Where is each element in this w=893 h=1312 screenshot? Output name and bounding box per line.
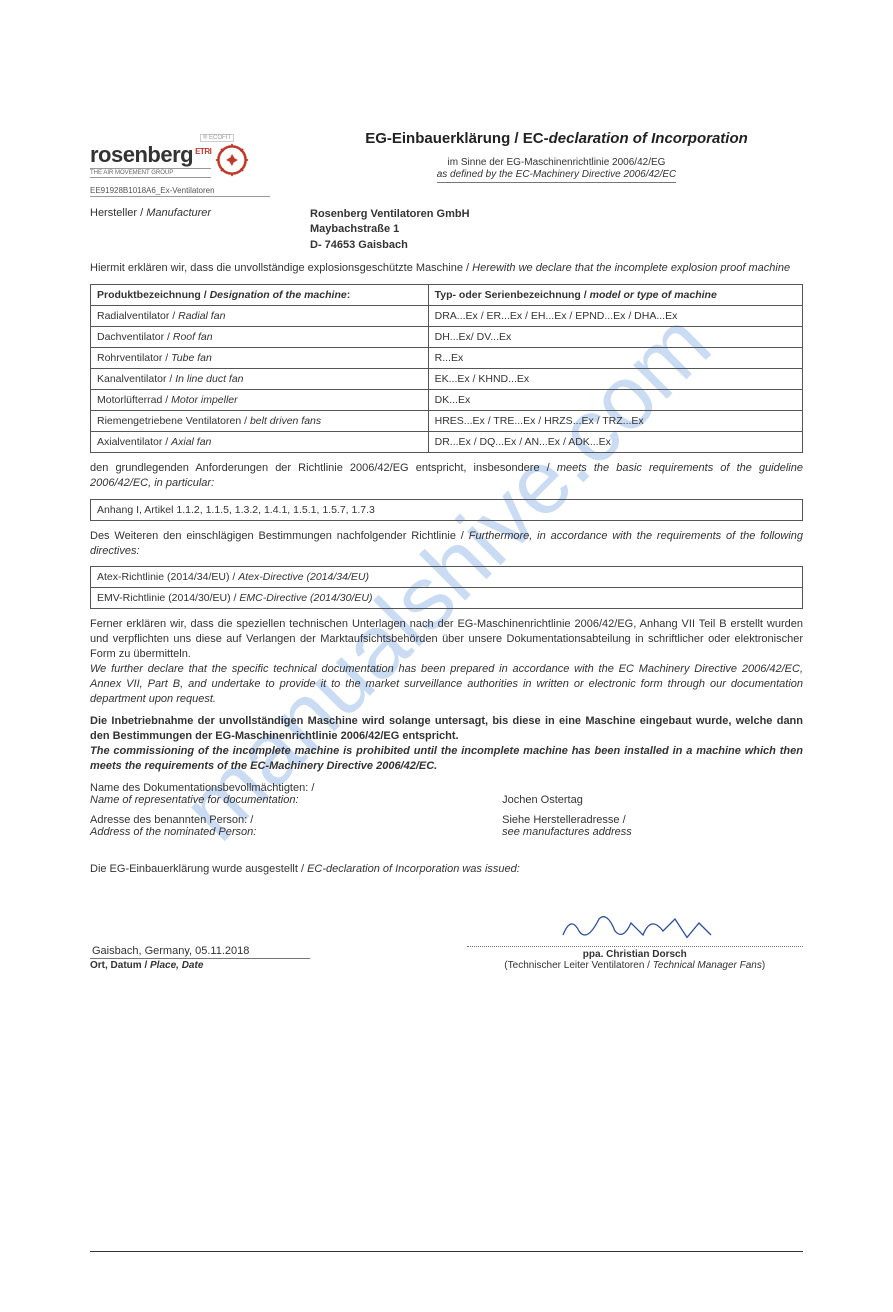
place-date-label-en: Place, Date: [150, 960, 203, 971]
gear-icon: [215, 143, 249, 177]
manufacturer-label-en: Manufacturer: [146, 207, 211, 219]
subtitle-de: im Sinne der EG-Maschinenrichtlinie 2006…: [310, 157, 803, 168]
addr-rep-val-de: Siehe Herstelleradresse /: [502, 814, 803, 826]
page-title: EG-Einbauerklärung / EC-declaration of I…: [310, 130, 803, 147]
doc-rep-label-de: Name des Dokumentationsbevollmächtigten:…: [90, 782, 482, 794]
manufacturer-address: Rosenberg Ventilatoren GmbH Maybachstraß…: [310, 207, 470, 253]
logo: rosenbergETRI THE AIR MOVEMENT GROUP: [90, 142, 270, 178]
logo-subline: THE AIR MOVEMENT GROUP: [90, 168, 211, 178]
place-date-value: Gaisbach, Germany, 05.11.2018: [90, 945, 310, 959]
doc-rep-label-en: Name of representative for documentation…: [90, 794, 482, 806]
requirements-text: den grundlegenden Anforderungen der Rich…: [90, 461, 803, 491]
title-block: EG-Einbauerklärung / EC-declaration of I…: [310, 130, 803, 183]
signatory-role-de: (Technischer Leiter Ventilatoren /: [504, 960, 652, 971]
table-row: Motorlüfterrad / Motor impellerDK...Ex: [91, 390, 803, 411]
addr-rep-row: Adresse des benannten Person: / Address …: [90, 814, 803, 838]
table-row: EMV-Richtlinie (2014/30/EU) / EMC-Direct…: [91, 588, 803, 609]
annex-cell: Anhang I, Artikel 1.1.2, 1.1.5, 1.3.2, 1…: [91, 499, 803, 520]
logo-block: ® ECOFIT rosenbergETRI THE AIR MOVEMENT …: [90, 130, 270, 197]
commissioning-para: Die Inbetriebnahme der unvollständigen M…: [90, 714, 803, 773]
table-row: Riemengetriebene Ventilatoren / belt dri…: [91, 411, 803, 432]
header: ® ECOFIT rosenbergETRI THE AIR MOVEMENT …: [90, 130, 803, 197]
place-date-label-de: Ort, Datum /: [90, 960, 150, 971]
logo-brand: rosenbergETRI: [90, 142, 211, 168]
furthermore-text: Des Weiteren den einschlägigen Bestimmun…: [90, 529, 803, 559]
table-header-left: Produktbezeichnung / Designation of the …: [91, 285, 429, 306]
addr-rep-label-en: Address of the nominated Person:: [90, 826, 482, 838]
signature-icon: [545, 907, 725, 947]
tech-docs-para: Ferner erklären wir, dass die speziellen…: [90, 617, 803, 706]
table-row: Dachventilator / Roof fanDH...Ex/ DV...E…: [91, 327, 803, 348]
addr-rep-label-de: Adresse des benannten Person: /: [90, 814, 482, 826]
manufacturer-row: Hersteller / Manufacturer Rosenberg Vent…: [90, 207, 803, 253]
directives-table: Atex-Richtlinie (2014/34/EU) / Atex-Dire…: [90, 566, 803, 609]
signatory-name: ppa. Christian Dorsch: [583, 949, 687, 960]
doc-reference: EE91928B1018A6_Ex-Ventilatoren: [90, 186, 270, 197]
signatory-role-en: Technical Manager Fans: [653, 960, 762, 971]
subtitle-en: as defined by the EC-Machinery Directive…: [437, 169, 677, 183]
table-row: Kanalventilator / In line duct fanEK...E…: [91, 369, 803, 390]
table-row: Rohrventilator / Tube fanR...Ex: [91, 348, 803, 369]
annex-table: Anhang I, Artikel 1.1.2, 1.1.5, 1.3.2, 1…: [90, 499, 803, 521]
table-row: Axialventilator / Axial fanDR...Ex / DQ.…: [91, 432, 803, 453]
product-table: Produktbezeichnung / Designation of the …: [90, 284, 803, 453]
addr-rep-val-en: see manufactures address: [502, 826, 803, 838]
signature-row: Gaisbach, Germany, 05.11.2018 Ort, Datum…: [90, 907, 803, 971]
footer-rule: [90, 1251, 803, 1252]
table-header-right: Typ- oder Serienbezeichnung / model or t…: [428, 285, 802, 306]
manufacturer-label-de: Hersteller /: [90, 207, 146, 219]
table-row: Radialventilator / Radial fanDRA...Ex / …: [91, 306, 803, 327]
logo-top-tag: ® ECOFIT: [200, 134, 234, 142]
table-row: Atex-Richtlinie (2014/34/EU) / Atex-Dire…: [91, 567, 803, 588]
doc-rep-name: Jochen Ostertag: [502, 794, 583, 806]
intro-text: Hiermit erklären wir, dass die unvollstä…: [90, 261, 803, 276]
issued-text: Die EG-Einbauerklärung wurde ausgestellt…: [90, 862, 803, 877]
doc-rep-row: Name des Dokumentationsbevollmächtigten:…: [90, 782, 803, 806]
